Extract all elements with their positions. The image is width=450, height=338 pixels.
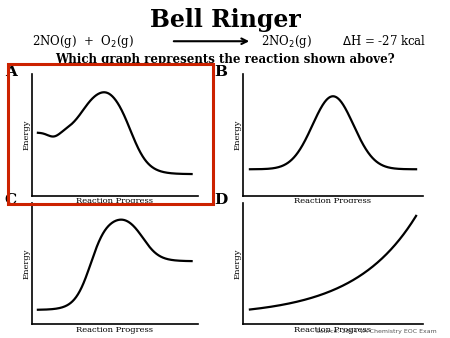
Text: C: C <box>5 193 17 207</box>
Text: D: D <box>214 193 227 207</box>
Y-axis label: Energy: Energy <box>22 248 30 279</box>
Text: Bell Ringer: Bell Ringer <box>149 8 301 32</box>
X-axis label: Reaction Progress: Reaction Progress <box>294 197 372 206</box>
Text: 2NO$_2$(g): 2NO$_2$(g) <box>261 33 312 50</box>
X-axis label: Reaction Progress: Reaction Progress <box>76 197 153 206</box>
Text: Source: 2004 VA Chemistry EOC Exam: Source: 2004 VA Chemistry EOC Exam <box>316 329 436 334</box>
Text: B: B <box>214 65 227 79</box>
X-axis label: Reaction Progress: Reaction Progress <box>76 326 153 334</box>
Y-axis label: Energy: Energy <box>234 248 242 279</box>
Y-axis label: Energy: Energy <box>234 120 242 150</box>
X-axis label: Reaction Progress: Reaction Progress <box>294 326 372 334</box>
Y-axis label: Energy: Energy <box>22 120 30 150</box>
Text: 2NO(g)  +  O$_2$(g): 2NO(g) + O$_2$(g) <box>32 33 134 50</box>
Text: $\Delta$H = -27 kcal: $\Delta$H = -27 kcal <box>342 34 426 48</box>
Text: A: A <box>5 65 17 79</box>
Text: Which graph represents the reaction shown above?: Which graph represents the reaction show… <box>55 53 395 66</box>
